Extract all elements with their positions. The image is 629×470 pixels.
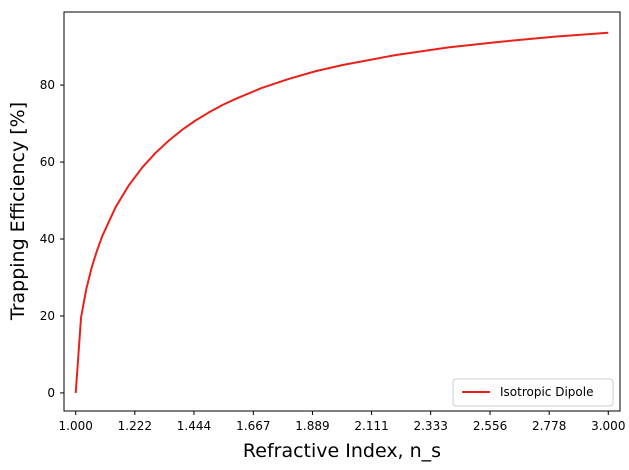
- x-axis-ticks: 1.000 1.222 1.444 1.667 1.889 2.111 2.333 2.556…: [59, 411, 625, 433]
- x-tick-label: 3.000: [591, 419, 625, 433]
- x-tick-label: 1.667: [236, 419, 270, 433]
- legend: Isotropic Dipole: [452, 378, 614, 407]
- legend-label-isotropic-dipole: Isotropic Dipole: [500, 385, 593, 399]
- x-tick-label: 2.778: [532, 419, 566, 433]
- y-tick-label: 0: [47, 386, 55, 400]
- series-layer: [74, 31, 609, 393]
- x-axis-label: Refractive Index, n_s: [243, 440, 441, 462]
- x-tick-label: 1.444: [177, 419, 211, 433]
- legend-box: [452, 378, 614, 407]
- series-line-isotropic-dipole: [74, 31, 609, 393]
- y-tick-label: 60: [40, 155, 55, 169]
- y-tick-label: 80: [40, 78, 55, 92]
- y-axis-ticks: 0 20 40 60 80: [40, 78, 64, 400]
- x-tick-label: 2.556: [473, 419, 507, 433]
- y-tick-label: 40: [40, 232, 55, 246]
- x-tick-label: 1.889: [295, 419, 329, 433]
- plot-area-frame: [63, 11, 621, 412]
- x-tick-label: 1.000: [59, 419, 93, 433]
- x-tick-label: 2.111: [354, 419, 388, 433]
- y-axis-label: Trapping Efficiency [%]: [7, 102, 29, 321]
- x-tick-label: 1.222: [118, 419, 152, 433]
- y-tick-label: 20: [40, 309, 55, 323]
- x-tick-label: 2.333: [413, 419, 447, 433]
